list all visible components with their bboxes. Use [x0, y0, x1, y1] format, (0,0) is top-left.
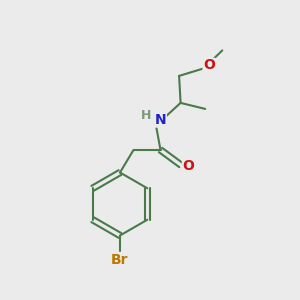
Text: O: O — [203, 58, 215, 72]
Text: Br: Br — [111, 253, 129, 267]
Text: H: H — [141, 109, 152, 122]
Text: O: O — [182, 160, 194, 173]
Text: N: N — [155, 113, 166, 127]
